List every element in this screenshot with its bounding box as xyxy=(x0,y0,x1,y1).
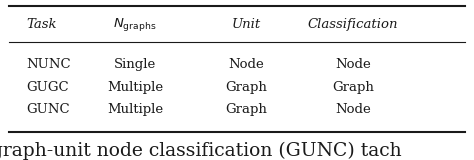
Text: graph-unit node classification (GUNC) tach: graph-unit node classification (GUNC) ta… xyxy=(0,142,401,160)
Text: GUNC: GUNC xyxy=(26,103,70,116)
Text: Task: Task xyxy=(26,18,56,31)
Text: Node: Node xyxy=(335,103,371,116)
Text: Multiple: Multiple xyxy=(107,81,163,94)
Text: Classification: Classification xyxy=(308,18,398,31)
Text: Node: Node xyxy=(335,58,371,71)
Text: Single: Single xyxy=(114,58,156,71)
Text: NUNC: NUNC xyxy=(26,58,71,71)
Text: GUGC: GUGC xyxy=(26,81,69,94)
Text: Graph: Graph xyxy=(332,81,374,94)
Text: Multiple: Multiple xyxy=(107,103,163,116)
Text: Node: Node xyxy=(228,58,264,71)
Text: Unit: Unit xyxy=(232,18,261,31)
Text: Graph: Graph xyxy=(226,103,267,116)
Text: Graph: Graph xyxy=(226,81,267,94)
Text: $N_{\mathrm{graphs}}$: $N_{\mathrm{graphs}}$ xyxy=(113,16,157,33)
